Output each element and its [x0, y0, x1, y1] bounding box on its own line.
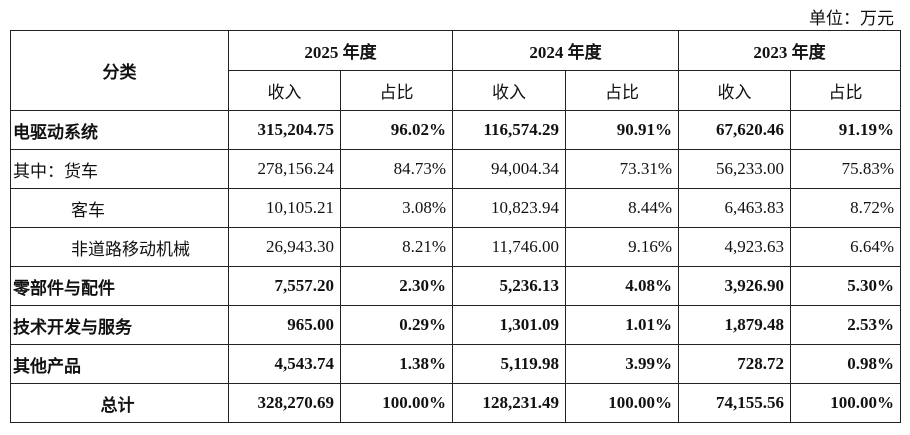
header-row: 收入 占比 收入 占比 收入 占比 [11, 70, 901, 111]
table-row: 非道路移动机械 26,943.30 8.21% 11,746.00 9.16% 4,923… [10, 227, 901, 267]
year-header: 2025 年度 [228, 30, 453, 71]
cell: 6,463.83 [678, 188, 791, 228]
cell: 100.00% [340, 383, 453, 423]
cell: 90.91% [565, 110, 679, 150]
cell: 56,233.00 [678, 149, 791, 189]
cell: 91.19% [790, 110, 901, 150]
cell: 73.31% [565, 149, 679, 189]
unit-note: 单位：万元 [809, 9, 894, 28]
row-label: 技术开发与服务 [10, 305, 229, 345]
header-row: 分类 2025 年度 2024 年度 2023 年度 [10, 30, 901, 111]
cell: 315,204.75 [228, 110, 341, 150]
table-body: 电驱动系统 315,204.75 96.02% 116,574.29 90.91% 67,… [10, 110, 901, 423]
cell: 116,574.29 [452, 110, 566, 150]
row-label: 其中：货车 [10, 149, 229, 189]
cell: 4.08% [565, 266, 679, 306]
cell: 278,156.24 [228, 149, 341, 189]
sub-header: 收入 [678, 70, 791, 111]
row-label: 客车 [10, 188, 229, 228]
cell: 1.38% [340, 344, 453, 384]
year-header: 2023 年度 [678, 30, 901, 71]
row-label: 电驱动系统 [10, 110, 229, 150]
year-header: 2024 年度 [452, 30, 679, 71]
revenue-table: 分类 2025 年度 2024 年度 2023 年度 收入 占比 收入 占比 收… [10, 30, 901, 423]
cell: 75.83% [790, 149, 901, 189]
table-row: 总计 328,270.69 100.00% 128,231.49 100.00% 74,1… [10, 383, 901, 423]
cell: 3.99% [565, 344, 679, 384]
cell: 84.73% [340, 149, 453, 189]
cell: 2.30% [340, 266, 453, 306]
cell: 328,270.69 [228, 383, 341, 423]
table-row: 零部件与配件 7,557.20 2.30% 5,236.13 4.08% 3,926.90… [10, 266, 901, 306]
cell: 1.01% [565, 305, 679, 345]
cell: 4,923.63 [678, 227, 791, 267]
row-label: 非道路移动机械 [10, 227, 229, 267]
cell: 26,943.30 [228, 227, 341, 267]
cell: 728.72 [678, 344, 791, 384]
sub-header: 收入 [228, 70, 341, 111]
cell: 8.21% [340, 227, 453, 267]
cell: 1,301.09 [452, 305, 566, 345]
row-label: 总计 [10, 383, 229, 423]
cell: 11,746.00 [452, 227, 566, 267]
cell: 1,879.48 [678, 305, 791, 345]
row-label: 零部件与配件 [10, 266, 229, 306]
cell: 5,119.98 [452, 344, 566, 384]
table-row: 其中：货车 278,156.24 84.73% 94,004.34 73.31% 56,2… [10, 149, 901, 189]
table-row: 其他产品 4,543.74 1.38% 5,119.98 3.99% 728.72 0.98… [10, 344, 901, 384]
cell: 2.53% [790, 305, 901, 345]
cell: 3,926.90 [678, 266, 791, 306]
category-header: 分类 [10, 30, 229, 111]
cell: 965.00 [228, 305, 341, 345]
cell: 5.30% [790, 266, 901, 306]
sub-header: 收入 [452, 70, 566, 111]
table-row: 客车 10,105.21 3.08% 10,823.94 8.44% 6,463.83 8.… [10, 188, 901, 228]
cell: 9.16% [565, 227, 679, 267]
sub-header: 占比 [790, 70, 901, 111]
cell: 100.00% [790, 383, 901, 423]
sub-header: 占比 [340, 70, 453, 111]
sub-header: 占比 [565, 70, 679, 111]
cell: 7,557.20 [228, 266, 341, 306]
cell: 8.72% [790, 188, 901, 228]
cell: 100.00% [565, 383, 679, 423]
cell: 6.64% [790, 227, 901, 267]
table-row: 电驱动系统 315,204.75 96.02% 116,574.29 90.91% 67,… [10, 110, 901, 150]
row-label: 其他产品 [10, 344, 229, 384]
table-row: 技术开发与服务 965.00 0.29% 1,301.09 1.01% 1,879.48 2… [10, 305, 901, 345]
cell: 4,543.74 [228, 344, 341, 384]
cell: 10,823.94 [452, 188, 566, 228]
cell: 128,231.49 [452, 383, 566, 423]
cell: 67,620.46 [678, 110, 791, 150]
cell: 74,155.56 [678, 383, 791, 423]
cell: 10,105.21 [228, 188, 341, 228]
cell: 0.29% [340, 305, 453, 345]
cell: 94,004.34 [452, 149, 566, 189]
cell: 96.02% [340, 110, 453, 150]
cell: 5,236.13 [452, 266, 566, 306]
cell: 0.98% [790, 344, 901, 384]
cell: 8.44% [565, 188, 679, 228]
cell: 3.08% [340, 188, 453, 228]
